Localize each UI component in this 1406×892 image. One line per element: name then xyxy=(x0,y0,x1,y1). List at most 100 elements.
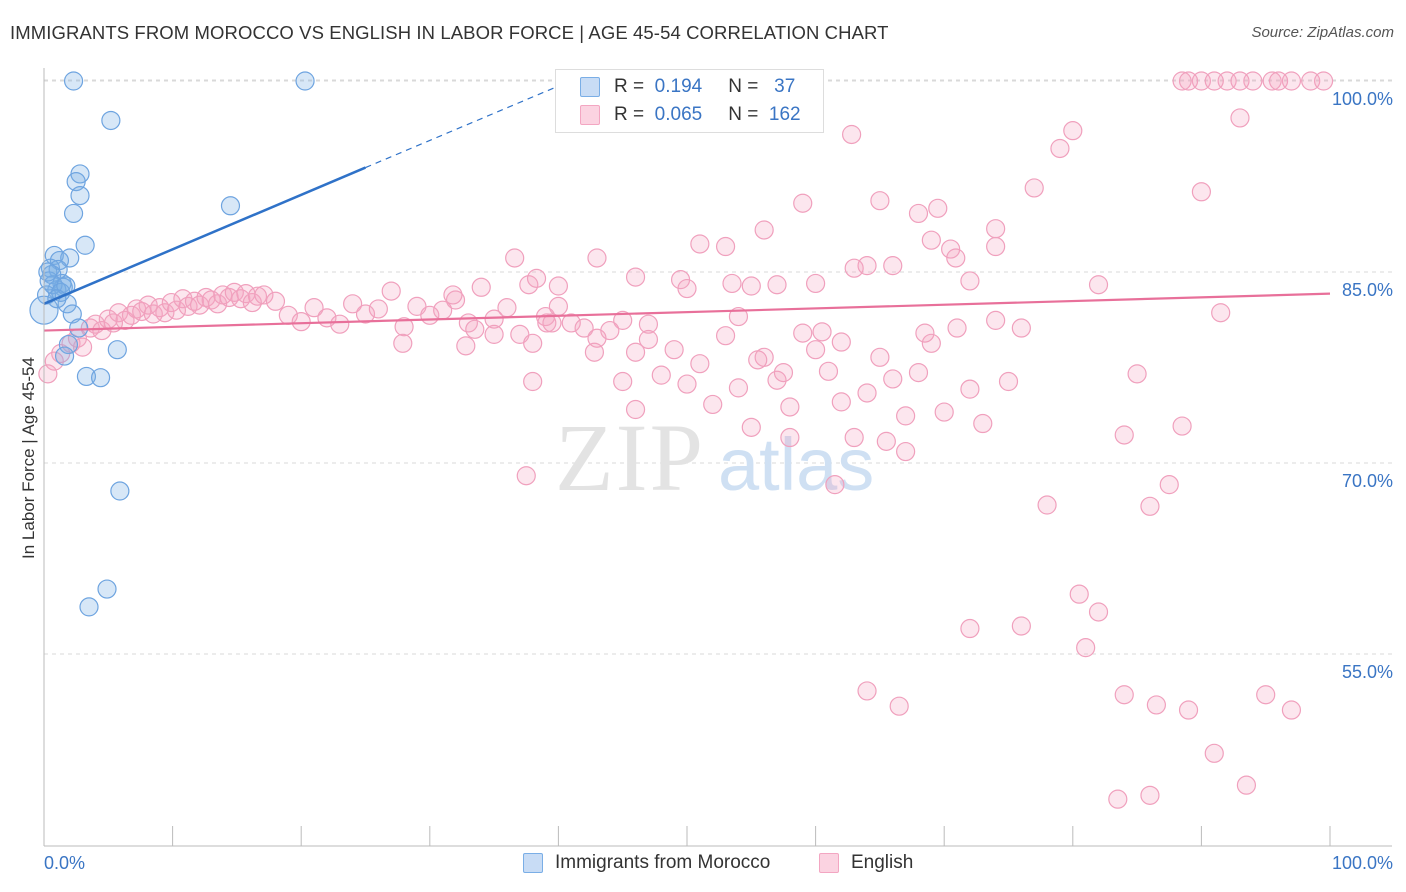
english-point xyxy=(715,236,736,257)
english-point xyxy=(304,298,324,318)
english-point xyxy=(773,362,794,383)
english-point xyxy=(184,291,205,311)
english-point xyxy=(72,337,93,357)
morocco-swatch xyxy=(580,77,600,97)
english-point xyxy=(986,310,1006,330)
english-point xyxy=(465,319,485,339)
english-point xyxy=(1114,425,1134,445)
english-point xyxy=(831,392,851,412)
english-point xyxy=(986,236,1006,257)
english-point xyxy=(812,322,832,342)
english-point xyxy=(587,248,607,268)
english-point xyxy=(960,271,980,291)
english-point xyxy=(825,475,845,495)
english-point xyxy=(548,296,569,316)
english-point xyxy=(208,294,228,314)
english-point xyxy=(767,370,787,390)
english-point xyxy=(1050,138,1070,159)
r-label: R = xyxy=(614,104,645,125)
english-point xyxy=(523,333,543,353)
english-point xyxy=(1024,178,1044,198)
morocco-point xyxy=(90,368,111,388)
legend-item-english[interactable]: English xyxy=(819,852,913,874)
morocco-trend-extension xyxy=(365,85,559,169)
english-point xyxy=(857,681,877,701)
english-point xyxy=(883,369,903,389)
legend-item-morocco[interactable]: Immigrants from Morocco xyxy=(523,852,770,874)
english-point xyxy=(677,278,697,299)
english-point xyxy=(857,383,877,403)
english-point xyxy=(242,292,262,313)
english-point xyxy=(561,313,581,333)
english-point xyxy=(1204,743,1224,763)
english-point xyxy=(393,333,413,353)
english-point xyxy=(1088,275,1109,295)
english-point xyxy=(1114,685,1134,705)
english-point xyxy=(998,371,1019,392)
english-point xyxy=(638,314,659,334)
english-point xyxy=(542,313,562,333)
morocco-point xyxy=(54,346,75,366)
english-point xyxy=(1076,638,1096,658)
english-point xyxy=(908,362,929,383)
english-point xyxy=(1146,695,1166,715)
morocco-point xyxy=(58,334,79,355)
english-point xyxy=(600,320,620,341)
morocco-point xyxy=(107,340,127,360)
y-tick-label: 70.0% xyxy=(1342,471,1393,491)
english-point xyxy=(265,291,286,311)
english-point xyxy=(728,378,749,398)
english-legend-swatch xyxy=(819,853,839,873)
english-point xyxy=(818,361,839,381)
r-value-morocco: 0.194 xyxy=(654,76,703,97)
english-point xyxy=(1140,496,1160,516)
english-point xyxy=(92,320,112,341)
english-point xyxy=(1178,700,1199,720)
english-point xyxy=(1011,318,1031,338)
english-point xyxy=(947,318,967,338)
english-point xyxy=(896,441,916,462)
english-point xyxy=(613,310,633,330)
english-point xyxy=(44,351,64,371)
english-point xyxy=(497,298,517,318)
english-point xyxy=(121,305,142,325)
english-point xyxy=(960,618,980,639)
english-point xyxy=(728,306,749,327)
english-point xyxy=(921,333,941,353)
english-point xyxy=(767,275,787,295)
english-point xyxy=(1191,182,1212,202)
english-point xyxy=(355,304,376,324)
english-point xyxy=(748,350,768,370)
english-point xyxy=(381,281,401,301)
english-point xyxy=(889,696,909,716)
english-point xyxy=(523,371,543,392)
english-point xyxy=(741,417,761,437)
english-point xyxy=(1281,700,1302,720)
english-point xyxy=(519,275,539,295)
english-point xyxy=(231,289,251,309)
english-point xyxy=(1037,495,1057,515)
n-label: N = xyxy=(728,104,759,125)
n-value-morocco: 37 xyxy=(774,76,796,97)
watermark-atlas: atlas xyxy=(718,423,874,506)
english-point xyxy=(664,340,684,360)
english-point xyxy=(1011,616,1031,636)
english-point xyxy=(1268,71,1289,91)
english-point xyxy=(505,248,525,268)
english-point xyxy=(842,124,862,145)
english-point xyxy=(1088,602,1109,622)
morocco-point xyxy=(220,196,241,216)
stats-row-morocco: R = 0.194 N = 37 xyxy=(580,75,795,99)
y-tick-label: 85.0% xyxy=(1342,280,1393,300)
english-point xyxy=(537,313,557,333)
english-point xyxy=(1063,121,1083,141)
english-point xyxy=(484,324,504,344)
grid-layer xyxy=(44,79,1392,655)
y-tick-label: 55.0% xyxy=(1342,662,1393,682)
english-point xyxy=(941,239,961,259)
english-point xyxy=(1204,71,1224,91)
english-point xyxy=(1172,416,1192,436)
y-tick-label: 100.0% xyxy=(1332,89,1393,109)
english-point xyxy=(934,402,954,422)
legend-label-english: English xyxy=(851,852,914,873)
